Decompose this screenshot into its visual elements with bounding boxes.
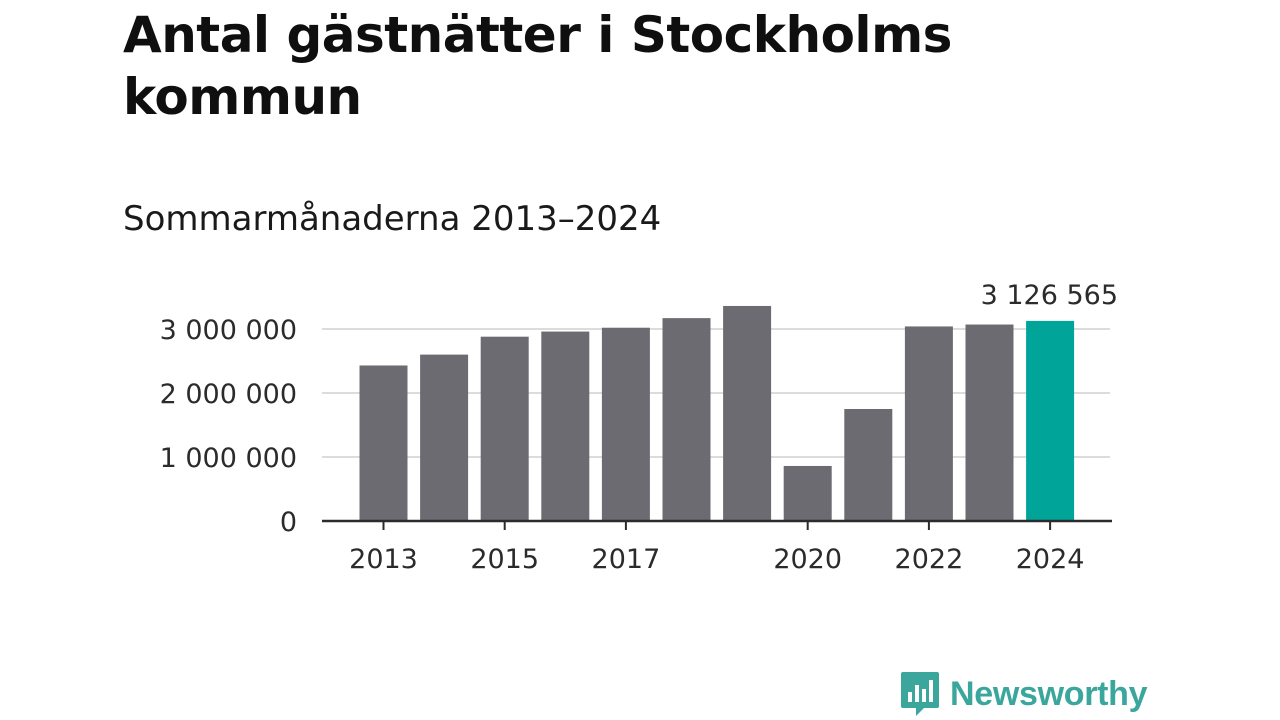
bar-2013 — [359, 365, 408, 521]
bar-2014 — [420, 354, 469, 521]
newsworthy-logo-icon — [901, 672, 939, 716]
bar-2015 — [480, 336, 529, 521]
bar-2019 — [723, 305, 772, 521]
bar-2018 — [662, 318, 711, 521]
bar-2024 — [1026, 320, 1075, 521]
y-tick-label: 1 000 000 — [160, 443, 297, 474]
chart-subtitle: Sommarmånaderna 2013–2024 — [123, 199, 662, 239]
bar-2022 — [904, 326, 953, 521]
bar-2023 — [965, 324, 1014, 521]
x-tick-label: 2017 — [592, 544, 661, 575]
x-tick-label: 2022 — [895, 544, 964, 575]
y-tick-label: 2 000 000 — [160, 379, 297, 410]
brand-name: Newsworthy — [950, 674, 1148, 713]
chart-title: Antal gästnätter i Stockholms kommun — [123, 6, 952, 126]
y-tick-label: 3 000 000 — [160, 315, 297, 346]
x-tick-label: 2024 — [1016, 544, 1085, 575]
bar-2017 — [601, 327, 650, 521]
value-label-2024: 3 126 565 — [981, 280, 1118, 311]
brand-logo: Newsworthy — [900, 670, 1148, 718]
bar-2020 — [783, 465, 832, 521]
bar-2016 — [541, 331, 590, 521]
bar-2021 — [844, 409, 893, 521]
x-tick-label: 2015 — [470, 544, 539, 575]
y-tick-label: 0 — [280, 507, 297, 538]
x-tick-label: 2013 — [349, 544, 418, 575]
x-tick-label: 2020 — [773, 544, 842, 575]
